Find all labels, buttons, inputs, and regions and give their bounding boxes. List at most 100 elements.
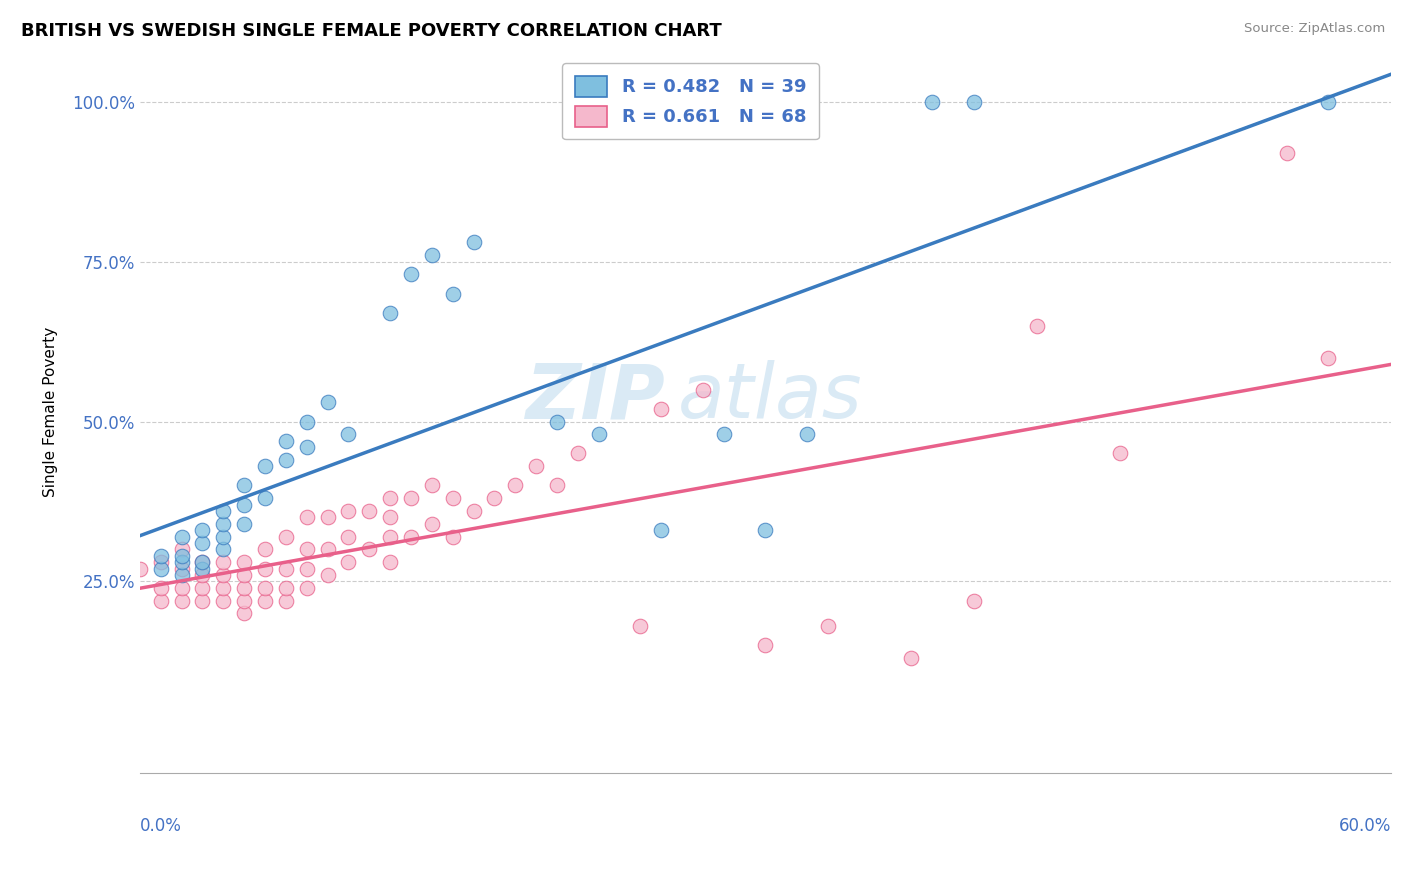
- Point: [212, 581, 235, 595]
- Point: [191, 555, 214, 569]
- Point: [295, 440, 318, 454]
- Point: [233, 581, 256, 595]
- Point: [149, 549, 172, 563]
- Point: [295, 581, 318, 595]
- Point: [253, 581, 276, 595]
- Point: [399, 491, 422, 506]
- Point: [170, 530, 193, 544]
- Text: BRITISH VS SWEDISH SINGLE FEMALE POVERTY CORRELATION CHART: BRITISH VS SWEDISH SINGLE FEMALE POVERTY…: [21, 22, 721, 40]
- Point: [503, 478, 526, 492]
- Y-axis label: Single Female Poverty: Single Female Poverty: [44, 326, 58, 497]
- Point: [212, 516, 235, 531]
- Point: [1317, 351, 1340, 365]
- Point: [692, 383, 714, 397]
- Point: [170, 542, 193, 557]
- Point: [337, 530, 360, 544]
- Point: [295, 510, 318, 524]
- Point: [170, 568, 193, 582]
- Point: [796, 427, 818, 442]
- Point: [233, 568, 256, 582]
- Point: [212, 593, 235, 607]
- Point: [524, 459, 547, 474]
- Point: [650, 523, 672, 537]
- Point: [378, 530, 401, 544]
- Point: [170, 561, 193, 575]
- Point: [420, 478, 443, 492]
- Point: [233, 607, 256, 621]
- Point: [1275, 146, 1298, 161]
- Point: [170, 581, 193, 595]
- Point: [233, 478, 256, 492]
- Point: [253, 561, 276, 575]
- Point: [713, 427, 735, 442]
- Point: [567, 446, 589, 460]
- Point: [274, 581, 297, 595]
- Point: [441, 286, 464, 301]
- Point: [149, 581, 172, 595]
- Point: [316, 568, 339, 582]
- Point: [337, 504, 360, 518]
- Point: [233, 498, 256, 512]
- Point: [337, 555, 360, 569]
- Point: [650, 401, 672, 416]
- Point: [149, 561, 172, 575]
- Point: [233, 593, 256, 607]
- Point: [963, 95, 986, 109]
- Point: [191, 593, 214, 607]
- Point: [274, 434, 297, 448]
- Point: [817, 619, 839, 633]
- Point: [420, 248, 443, 262]
- Point: [233, 555, 256, 569]
- Point: [212, 568, 235, 582]
- Point: [441, 491, 464, 506]
- Point: [295, 415, 318, 429]
- Point: [253, 593, 276, 607]
- Point: [316, 510, 339, 524]
- Point: [378, 306, 401, 320]
- Point: [337, 427, 360, 442]
- Point: [253, 491, 276, 506]
- Point: [253, 542, 276, 557]
- Point: [233, 516, 256, 531]
- Point: [316, 542, 339, 557]
- Point: [274, 561, 297, 575]
- Point: [316, 395, 339, 409]
- Point: [463, 504, 485, 518]
- Point: [1317, 95, 1340, 109]
- Point: [441, 530, 464, 544]
- Point: [149, 593, 172, 607]
- Point: [359, 542, 381, 557]
- Point: [588, 427, 610, 442]
- Point: [191, 561, 214, 575]
- Point: [274, 530, 297, 544]
- Point: [191, 536, 214, 550]
- Text: atlas: atlas: [678, 360, 862, 434]
- Point: [274, 593, 297, 607]
- Point: [128, 561, 150, 575]
- Point: [546, 415, 568, 429]
- Point: [191, 581, 214, 595]
- Point: [963, 593, 986, 607]
- Point: [628, 619, 651, 633]
- Point: [295, 542, 318, 557]
- Legend: R = 0.482   N = 39, R = 0.661   N = 68: R = 0.482 N = 39, R = 0.661 N = 68: [562, 63, 818, 139]
- Point: [900, 651, 922, 665]
- Point: [399, 268, 422, 282]
- Point: [170, 593, 193, 607]
- Point: [921, 95, 943, 109]
- Point: [191, 568, 214, 582]
- Point: [170, 549, 193, 563]
- Point: [149, 555, 172, 569]
- Point: [754, 523, 776, 537]
- Point: [212, 542, 235, 557]
- Text: 60.0%: 60.0%: [1339, 816, 1391, 835]
- Point: [484, 491, 506, 506]
- Point: [359, 504, 381, 518]
- Point: [378, 491, 401, 506]
- Point: [420, 516, 443, 531]
- Point: [191, 555, 214, 569]
- Point: [399, 530, 422, 544]
- Point: [1025, 318, 1047, 333]
- Point: [212, 530, 235, 544]
- Point: [463, 235, 485, 250]
